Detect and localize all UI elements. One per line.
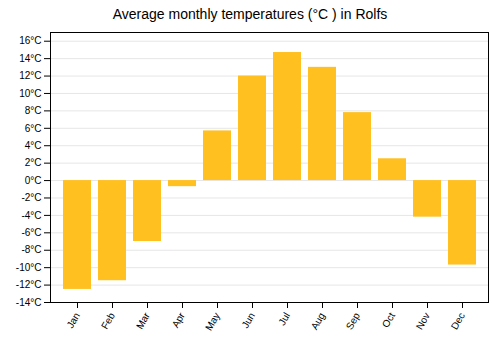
- svg-text:-4°C: -4°C: [21, 210, 41, 221]
- html-text:Average monthly temperatures (: Average monthly temperatures (°C ) in Ro…: [112, 6, 388, 22]
- svg-text:-10°C: -10°C: [16, 262, 42, 273]
- svg-text:Feb: Feb: [99, 310, 117, 331]
- svg-text:Aug: Aug: [309, 311, 327, 332]
- svg-text:6°C: 6°C: [25, 123, 42, 134]
- svg-text:0°C: 0°C: [25, 175, 42, 186]
- svg-text:14°C: 14°C: [19, 53, 41, 64]
- svg-text:Jun: Jun: [239, 311, 257, 330]
- svg-text:12°C: 12°C: [19, 70, 41, 81]
- svg-text:4°C: 4°C: [25, 140, 42, 151]
- svg-text:Sep: Sep: [344, 310, 363, 331]
- svg-text:Nov: Nov: [414, 311, 432, 332]
- svg-text:-2°C: -2°C: [21, 192, 41, 203]
- svg-text:Jan: Jan: [64, 311, 82, 330]
- svg-text:-14°C: -14°C: [16, 297, 42, 308]
- svg-text:Dec: Dec: [449, 311, 467, 332]
- svg-text:-12°C: -12°C: [16, 279, 42, 290]
- svg-text:-8°C: -8°C: [21, 244, 41, 255]
- svg-text:-6°C: -6°C: [21, 227, 41, 238]
- svg-text:2°C: 2°C: [25, 157, 42, 168]
- svg-text:May: May: [203, 311, 222, 333]
- svg-text:16°C: 16°C: [19, 35, 41, 46]
- svg-text:8°C: 8°C: [25, 105, 42, 116]
- svg-text:Jul: Jul: [276, 311, 292, 328]
- svg-text:Mar: Mar: [134, 310, 152, 331]
- svg-text:Oct: Oct: [380, 310, 397, 329]
- svg-text:Apr: Apr: [170, 310, 188, 330]
- svg-text:10°C: 10°C: [19, 88, 41, 99]
